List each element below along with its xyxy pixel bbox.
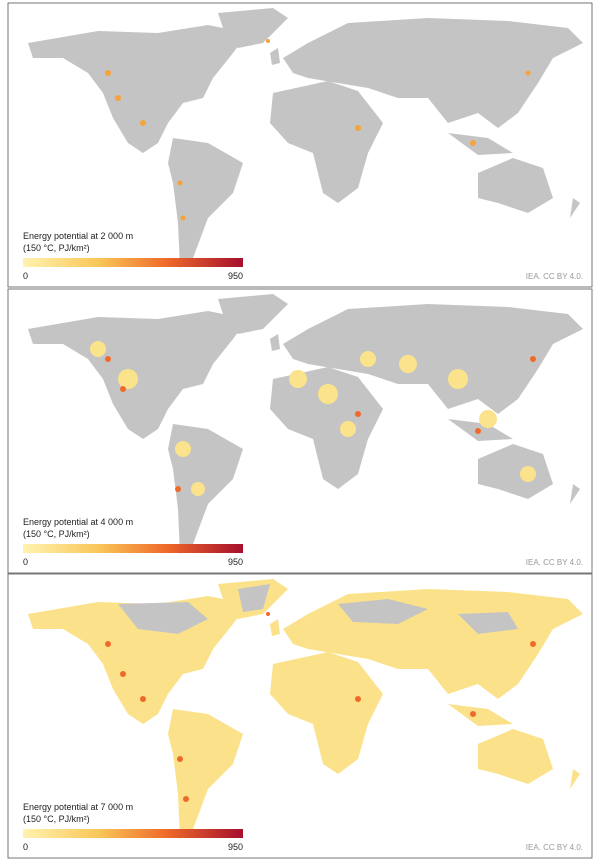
legend-min: 0 (23, 271, 28, 281)
legend-title: Energy potential at 4 000 m (23, 517, 133, 527)
legend-unit: (150 °C, PJ/km²) (23, 814, 90, 824)
legend-max: 950 (228, 271, 243, 281)
legend-title: Energy potential at 2 000 m (23, 231, 133, 241)
legend-ramp (23, 829, 243, 838)
map-panel: Energy potential at 7 000 m (150 °C, PJ/… (7, 573, 593, 859)
hotspots (90, 341, 536, 496)
map-panel: Energy potential at 4 000 m (150 °C, PJ/… (7, 288, 593, 574)
hotspots (105, 39, 531, 221)
legend-unit: (150 °C, PJ/km²) (23, 243, 90, 253)
low-areas (118, 584, 518, 634)
legend-min: 0 (23, 842, 28, 852)
credit: IEA. CC BY 4.0. (526, 558, 583, 567)
credit: IEA. CC BY 4.0. (526, 272, 583, 281)
legend-ramp (23, 258, 243, 267)
legend-title: Energy potential at 7 000 m (23, 802, 133, 812)
legend-ramp (23, 544, 243, 553)
legend-min: 0 (23, 557, 28, 567)
legend-max: 950 (228, 557, 243, 567)
legend-unit: (150 °C, PJ/km²) (23, 529, 90, 539)
credit: IEA. CC BY 4.0. (526, 843, 583, 852)
legend-max: 950 (228, 842, 243, 852)
hotspots-high (105, 612, 536, 802)
map-panel: Energy potential at 2 000 m (150 °C, PJ/… (7, 2, 593, 288)
hotspots-high (105, 356, 536, 492)
